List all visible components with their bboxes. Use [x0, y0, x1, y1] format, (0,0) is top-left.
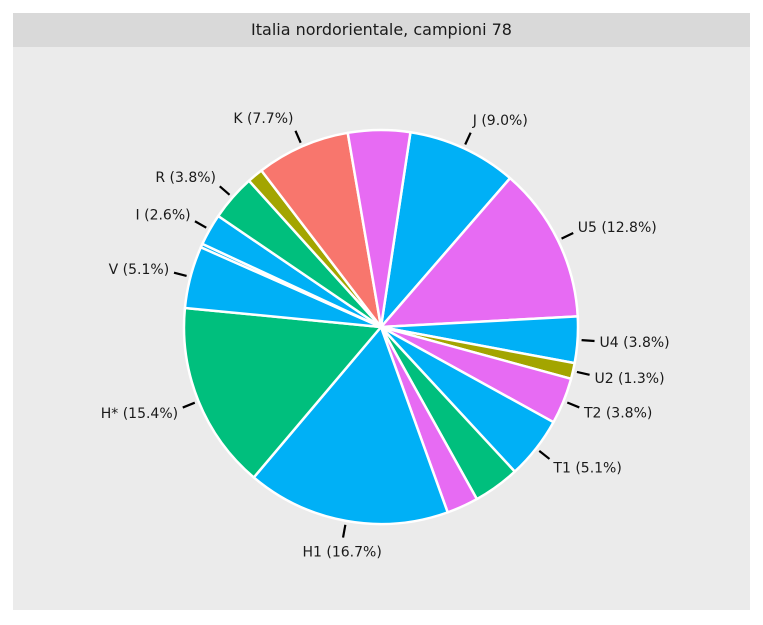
label-tick-10 — [173, 271, 187, 278]
label-tick-0 — [464, 132, 472, 145]
pie-slice-15 — [260, 131, 383, 329]
slice-label-0: J (9.0%) — [472, 113, 528, 129]
slice-label-15: K (7.7%) — [233, 111, 293, 127]
pie-slice-8 — [252, 325, 449, 526]
slice-label-10: V (5.1%) — [109, 262, 170, 278]
label-tick-4 — [566, 401, 580, 409]
label-tick-3 — [576, 370, 590, 376]
pie-slice-9 — [182, 306, 383, 479]
label-tick-9 — [182, 401, 196, 409]
label-tick-2 — [581, 339, 595, 343]
slice-label-1: U5 (12.8%) — [578, 220, 657, 236]
pie-slice-1 — [379, 176, 579, 329]
label-tick-8 — [341, 524, 347, 538]
label-tick-13 — [219, 185, 231, 196]
slice-label-8: H1 (16.7%) — [303, 544, 382, 560]
pie-slice-0 — [379, 130, 512, 329]
slice-label-13: R (3.8%) — [155, 170, 216, 186]
label-tick-12 — [194, 220, 207, 229]
chart-title: Italia nordorientale, campioni 78 — [251, 20, 512, 39]
slice-label-2: U4 (3.8%) — [600, 335, 670, 351]
slice-label-4: T2 (3.8%) — [583, 406, 652, 422]
label-tick-5 — [538, 450, 551, 460]
slice-label-3: U2 (1.3%) — [594, 371, 664, 387]
pie-slice-16 — [346, 128, 412, 329]
panel-title-strip: Italia nordorientale, campioni 78 — [13, 13, 750, 47]
label-tick-1 — [561, 231, 574, 240]
label-tick-15 — [294, 130, 302, 144]
slice-label-12: I (2.6%) — [136, 207, 191, 223]
slice-label-9: H* (15.4%) — [101, 406, 178, 422]
slice-label-5: T1 (5.1%) — [552, 461, 621, 477]
